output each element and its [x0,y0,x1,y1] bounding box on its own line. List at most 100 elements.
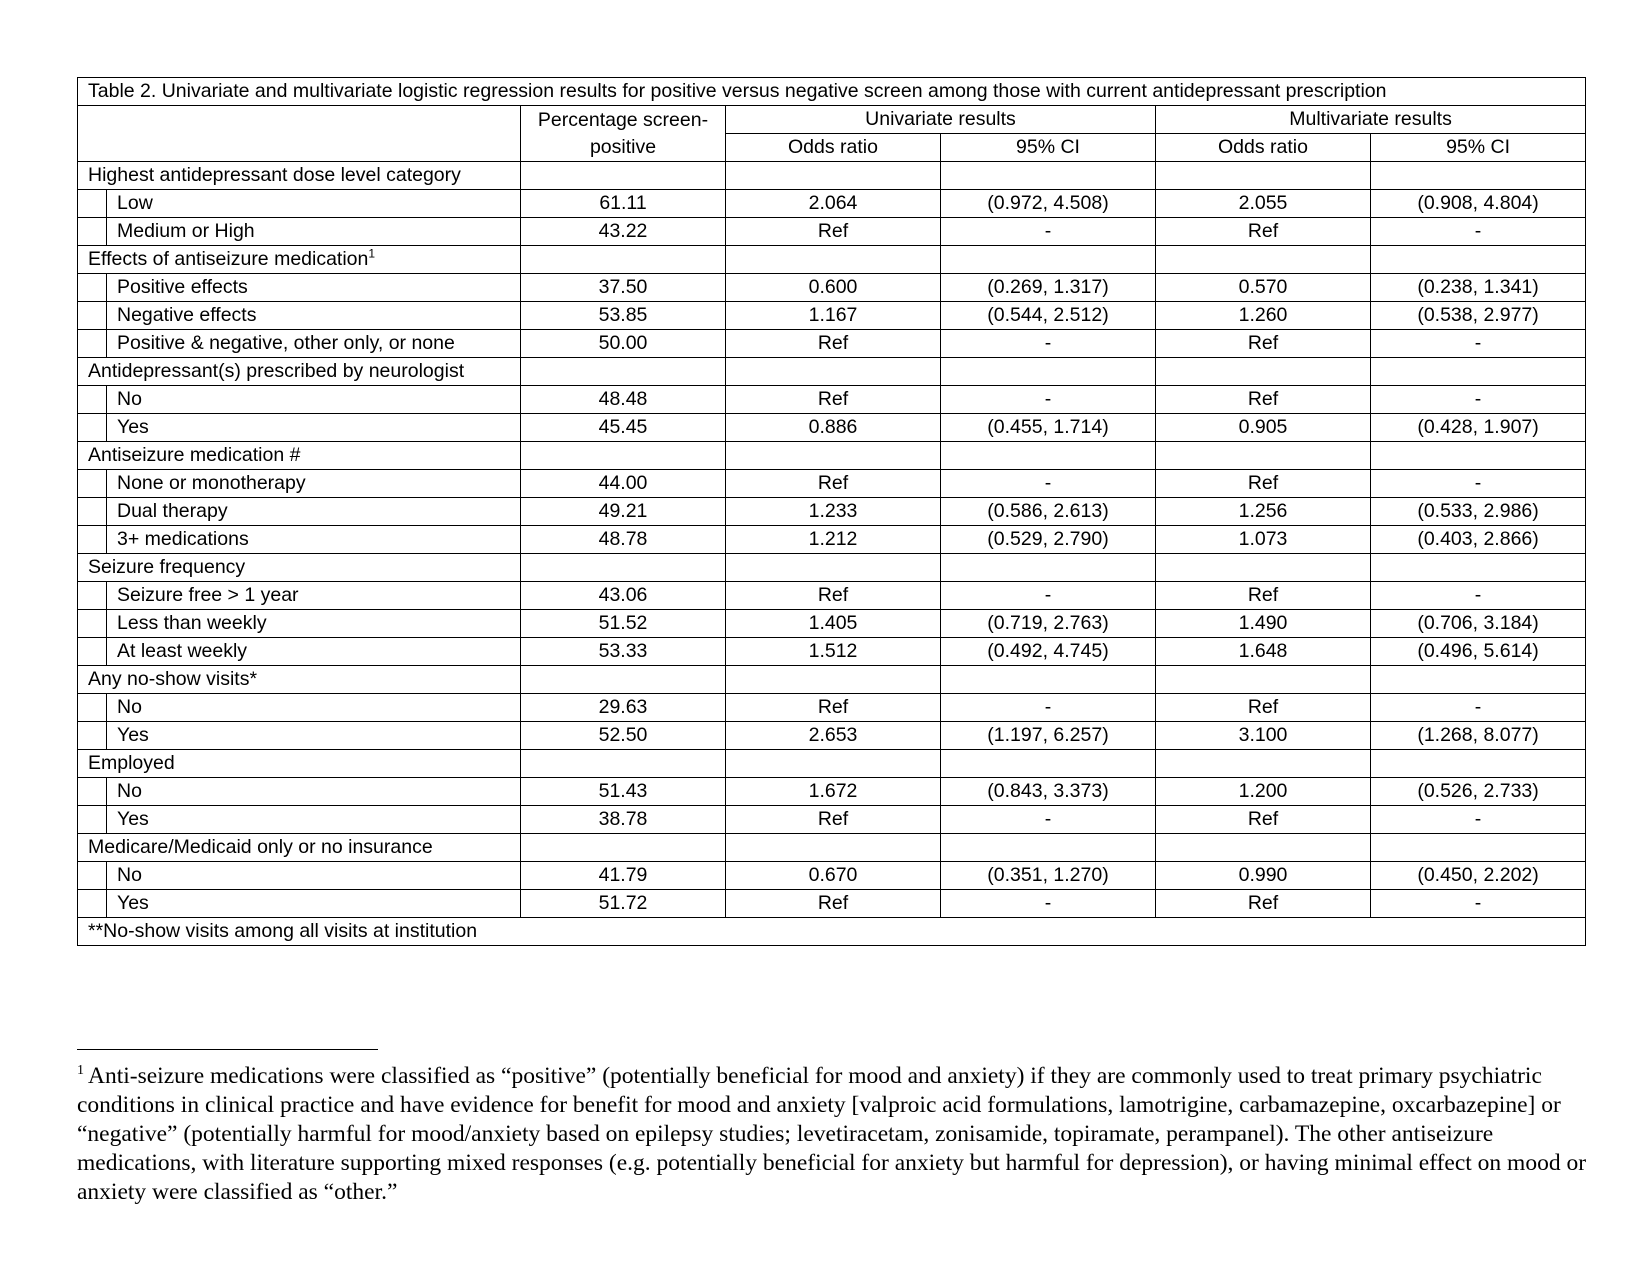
indent-cell [77,693,107,722]
value-cell: Ref [725,385,941,414]
empty-cell [1369,357,1587,386]
empty-cell [520,749,726,778]
empty-cell [1155,553,1371,582]
empty-cell [520,161,726,190]
value-cell: (0.492, 4.745) [940,637,1156,666]
group-header: Univariate results [725,105,1156,134]
value-cell: (0.450, 2.202) [1369,861,1587,890]
value-cell: - [940,889,1156,918]
value-cell: (0.908, 4.804) [1369,189,1587,218]
empty-cell [1155,665,1371,694]
indent-cell [77,413,107,442]
header-cell: Percentage screen-positive [520,105,726,162]
table-row: Positive effects 37.50 0.600 (0.269, 1.317)… [77,273,1587,302]
value-cell: 1.512 [725,637,941,666]
value-cell: (0.544, 2.512) [940,301,1156,330]
empty-cell [1369,665,1587,694]
value-cell: - [940,805,1156,834]
value-cell: - [1369,329,1587,358]
empty-cell [520,833,726,862]
value-cell: 1.648 [1155,637,1371,666]
value-cell: 53.85 [520,301,726,330]
value-cell: 1.256 [1155,497,1371,526]
value-cell: Ref [1155,385,1371,414]
value-cell: Ref [1155,693,1371,722]
table-row: Less than weekly 51.52 1.405 (0.719, 2.763)… [77,609,1587,638]
indent-cell [77,889,107,918]
row-label: No [106,693,521,722]
table-row: Table 2. Univariate and multivariate log… [76,77,1587,106]
value-cell: 29.63 [520,693,726,722]
row-label: Yes [106,413,521,442]
empty-cell [1155,833,1371,862]
value-cell: (0.972, 4.508) [940,189,1156,218]
empty-cell [1155,357,1371,386]
table-row: Positive & negative, other only, or none… [77,329,1587,358]
section-title: Seizure frequency [77,553,521,582]
value-cell: 41.79 [520,861,726,890]
empty-cell [520,441,726,470]
section-title-text: Antiseizure medication # [88,444,301,466]
value-cell: - [1369,469,1587,498]
empty-cell [1369,749,1587,778]
section-title: Effects of antiseizure medication1 [77,245,521,274]
row-label: Yes [106,889,521,918]
value-cell: Ref [725,217,941,246]
value-cell: 43.22 [520,217,726,246]
section-title-text: Any no-show visits* [88,668,258,690]
empty-cell [520,245,726,274]
value-cell: (0.533, 2.986) [1369,497,1587,526]
value-cell: 0.600 [725,273,941,302]
row-label: Positive & negative, other only, or none [106,329,521,358]
section-title: Any no-show visits* [77,665,521,694]
empty-cell [725,553,941,582]
table-row: Seizure frequency [77,553,1587,582]
empty-cell [725,749,941,778]
indent-cell [77,469,107,498]
empty-cell [1369,245,1587,274]
value-cell: 1.212 [725,525,941,554]
section-title-text: Highest antidepressant dose level catego… [88,164,461,186]
empty-cell [940,161,1156,190]
table-row: Medium or High 43.22 Ref - Ref - [77,217,1587,246]
empty-cell [725,245,941,274]
value-cell: 1.672 [725,777,941,806]
empty-cell [520,553,726,582]
section-title: Medicare/Medicaid only or no insurance [77,833,521,862]
value-cell: 0.670 [725,861,941,890]
sub-header: Odds ratio [725,133,941,162]
value-cell: (0.706, 3.184) [1369,609,1587,638]
footnote-ref: 1 [368,246,376,261]
section-title: Employed [77,749,521,778]
table-row: Antiseizure medication # [77,441,1587,470]
value-cell: 61.11 [520,189,726,218]
indent-cell [77,217,107,246]
section-title: Antiseizure medication # [77,441,521,470]
value-cell: 48.78 [520,525,726,554]
value-cell: - [1369,581,1587,610]
value-cell: 51.52 [520,609,726,638]
empty-cell [1155,441,1371,470]
empty-cell [725,665,941,694]
table-row: Medicare/Medicaid only or no insurance [77,833,1587,862]
footnote: 1 Anti-seizure medications were classifie… [77,1062,1587,1207]
section-title: Highest antidepressant dose level catego… [77,161,521,190]
indent-cell [77,609,107,638]
value-cell: (0.403, 2.866) [1369,525,1587,554]
footnote-text: Anti-seizure medications were classified… [77,1063,1587,1205]
section-title: Antidepressant(s) prescribed by neurolog… [77,357,521,386]
sub-header: 95% CI [1369,133,1587,162]
empty-cell [940,357,1156,386]
row-label: 3+ medications [106,525,521,554]
table-row: Antidepressant(s) prescribed by neurolog… [77,357,1587,386]
table-row: None or monotherapy 44.00 Ref - Ref - [77,469,1587,498]
value-cell: 0.570 [1155,273,1371,302]
value-cell: Ref [725,693,941,722]
value-cell: (0.843, 3.373) [940,777,1156,806]
value-cell: (0.526, 2.733) [1369,777,1587,806]
table-row: 3+ medications 48.78 1.212 (0.529, 2.790) 1.… [77,525,1587,554]
value-cell: (1.197, 6.257) [940,721,1156,750]
indent-cell [77,637,107,666]
table-caption: Table 2. Univariate and multivariate log… [76,77,1587,106]
